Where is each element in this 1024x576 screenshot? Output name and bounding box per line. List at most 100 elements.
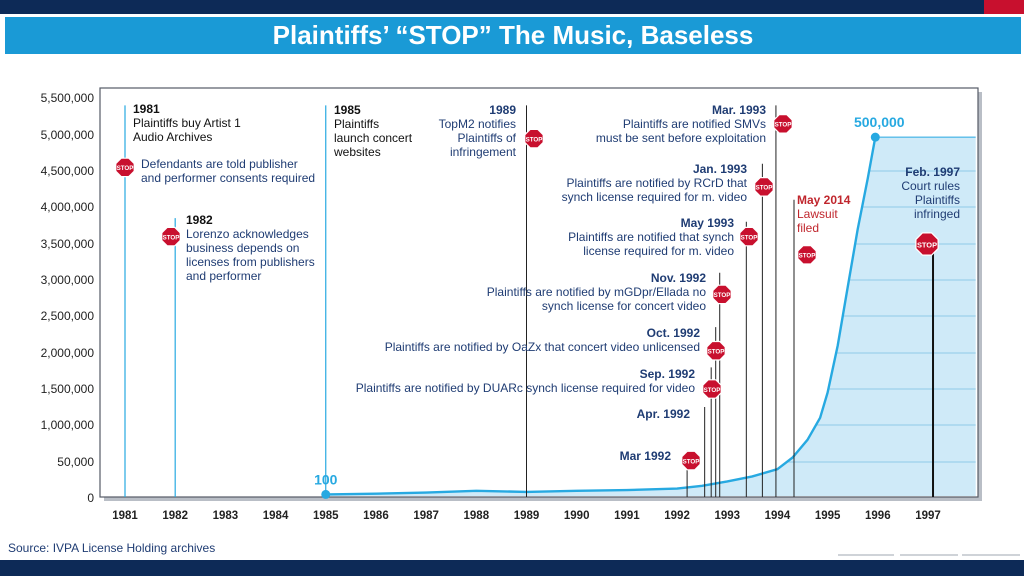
bottom-bar xyxy=(0,560,1024,576)
stop-sign-icon: STOP xyxy=(706,340,726,361)
stop-sign-octagon xyxy=(797,245,817,265)
title-bar: Plaintiffs’ “STOP” The Music, Baseless xyxy=(5,17,1021,54)
y-tick-label: 0 xyxy=(87,491,94,505)
x-tick-label: 1983 xyxy=(213,510,239,522)
point-label: 500,000 xyxy=(854,114,905,130)
series-line xyxy=(325,136,877,496)
x-tick-label: 1995 xyxy=(815,510,841,522)
annotation-date: Apr. 1992 xyxy=(637,407,691,421)
annotation-date: May 1993 xyxy=(681,216,735,230)
annotation-text: websites xyxy=(333,145,381,159)
annotation-date: May 2014 xyxy=(797,193,851,207)
y-tick-label: 4,000,000 xyxy=(41,200,95,214)
annotation-text: synch license for concert video xyxy=(542,299,706,313)
annotation-date: Sep. 1992 xyxy=(640,367,696,381)
annotation-text: infringed xyxy=(914,207,960,221)
stop-sign-octagon xyxy=(681,450,701,471)
footer-divider xyxy=(838,554,894,556)
annotation-text: Plaintiffs xyxy=(915,193,960,207)
y-tick-label: 4,500,000 xyxy=(41,164,95,178)
x-tick-label: 1997 xyxy=(915,510,941,522)
x-tick-label: 1991 xyxy=(614,510,640,522)
stop-sign-label: STOP xyxy=(775,122,792,129)
annotation-text: infringement xyxy=(450,145,517,159)
stop-sign-label: STOP xyxy=(526,136,543,143)
annotation-text: Plaintiffs of xyxy=(458,131,517,145)
annotation-text: Audio Archives xyxy=(133,130,212,144)
stop-sign-label: STOP xyxy=(683,458,700,465)
x-tick-label: 1985 xyxy=(313,510,339,522)
x-tick-label: 1984 xyxy=(263,510,289,522)
y-tick-label: 3,000,000 xyxy=(41,273,95,287)
footer-divider xyxy=(962,554,1020,556)
annotation-date: Feb. 1997 xyxy=(905,165,960,179)
annotation-text: Plaintiffs are notified that synch xyxy=(568,230,734,244)
annotation-text: Plaintiffs are notified SMVs xyxy=(623,117,766,131)
y-tick-label: 1,000,000 xyxy=(41,418,95,432)
y-tick-label: 50,000 xyxy=(57,455,94,469)
data-point xyxy=(870,132,880,142)
stop-sign-label: STOP xyxy=(117,165,134,172)
annotation-date: Nov. 1992 xyxy=(651,271,706,285)
annotation-date: Mar. 1993 xyxy=(712,103,766,117)
annotation-date: 1989 xyxy=(489,103,516,117)
stop-sign-octagon xyxy=(712,284,732,305)
annotation-text: Plaintiffs are notified by RCrD that xyxy=(566,176,747,190)
annotation-date: Mar 1992 xyxy=(620,449,672,463)
annotation-text: Plaintiffs are notified by DUARc synch l… xyxy=(356,381,696,395)
stop-sign-label: STOP xyxy=(799,253,816,260)
stop-sign-octagon xyxy=(161,226,181,247)
stop-sign-icon: STOP xyxy=(739,226,759,247)
stop-sign-label: STOP xyxy=(714,292,731,299)
y-tick-label: 3,500,000 xyxy=(41,237,95,251)
stop-sign-icon: STOP xyxy=(161,226,181,247)
stop-sign-icon: STOP xyxy=(754,177,774,197)
annotation-date: 1985 xyxy=(334,103,361,117)
stop-sign-octagon xyxy=(524,128,544,149)
stop-sign-icon: STOP xyxy=(115,157,135,178)
x-tick-label: 1993 xyxy=(714,510,740,522)
x-tick-label: 1996 xyxy=(865,510,891,522)
stop-sign-icon: STOP xyxy=(712,284,732,305)
x-tick-label: 1987 xyxy=(413,510,439,522)
top-bar-accent xyxy=(984,0,1024,14)
stop-sign-label: STOP xyxy=(756,185,773,192)
curve-area xyxy=(325,137,976,496)
stop-sign-octagon xyxy=(702,379,722,399)
stop-sign-label: STOP xyxy=(163,234,180,241)
annotation-text: Lorenzo acknowledges xyxy=(186,227,309,241)
y-tick-label: 2,000,000 xyxy=(41,346,95,360)
annotation-text: TopM2 notifies xyxy=(439,117,516,131)
stop-sign-octagon xyxy=(754,177,774,197)
x-tick-label: 1994 xyxy=(765,510,791,522)
x-tick-label: 1990 xyxy=(564,510,590,522)
stop-sign-icon: STOP xyxy=(773,114,793,134)
y-tick-label: 5,500,000 xyxy=(41,91,95,105)
annotation-text: must be sent before exploitation xyxy=(596,131,766,145)
x-tick-label: 1982 xyxy=(162,510,188,522)
y-tick-label: 1,500,000 xyxy=(41,382,95,396)
annotation-text: filed xyxy=(797,221,819,235)
annotation-text: business depends on xyxy=(186,241,299,255)
annotation-text: Plaintiffs xyxy=(334,117,379,131)
stop-sign-octagon xyxy=(115,157,135,178)
x-tick-label: 1992 xyxy=(664,510,690,522)
stop-sign-icon: STOP xyxy=(681,450,701,471)
stop-sign-icon: STOP xyxy=(524,128,544,149)
stop-sign-icon: STOP xyxy=(915,232,939,256)
annotation-text: Court rules xyxy=(901,179,960,193)
x-tick-label: 1989 xyxy=(514,510,540,522)
source-note: Source: IVPA License Holding archives xyxy=(8,541,216,555)
annotation-text: Plaintiffs are notified by OaZx that con… xyxy=(385,340,700,354)
annotation-date: Jan. 1993 xyxy=(693,162,747,176)
x-tick-label: 1986 xyxy=(363,510,389,522)
x-tick-label: 1981 xyxy=(112,510,138,522)
stop-sign-octagon xyxy=(915,232,939,256)
annotation-subtext: Defendants are told publisher xyxy=(141,157,298,171)
stop-sign-octagon xyxy=(706,340,726,361)
annotation-text: Plaintiffs buy Artist 1 xyxy=(133,116,241,130)
stop-sign-label: STOP xyxy=(708,349,725,356)
stop-sign-icon: STOP xyxy=(797,245,817,265)
annotation-subtext: and performer consents required xyxy=(141,171,315,185)
